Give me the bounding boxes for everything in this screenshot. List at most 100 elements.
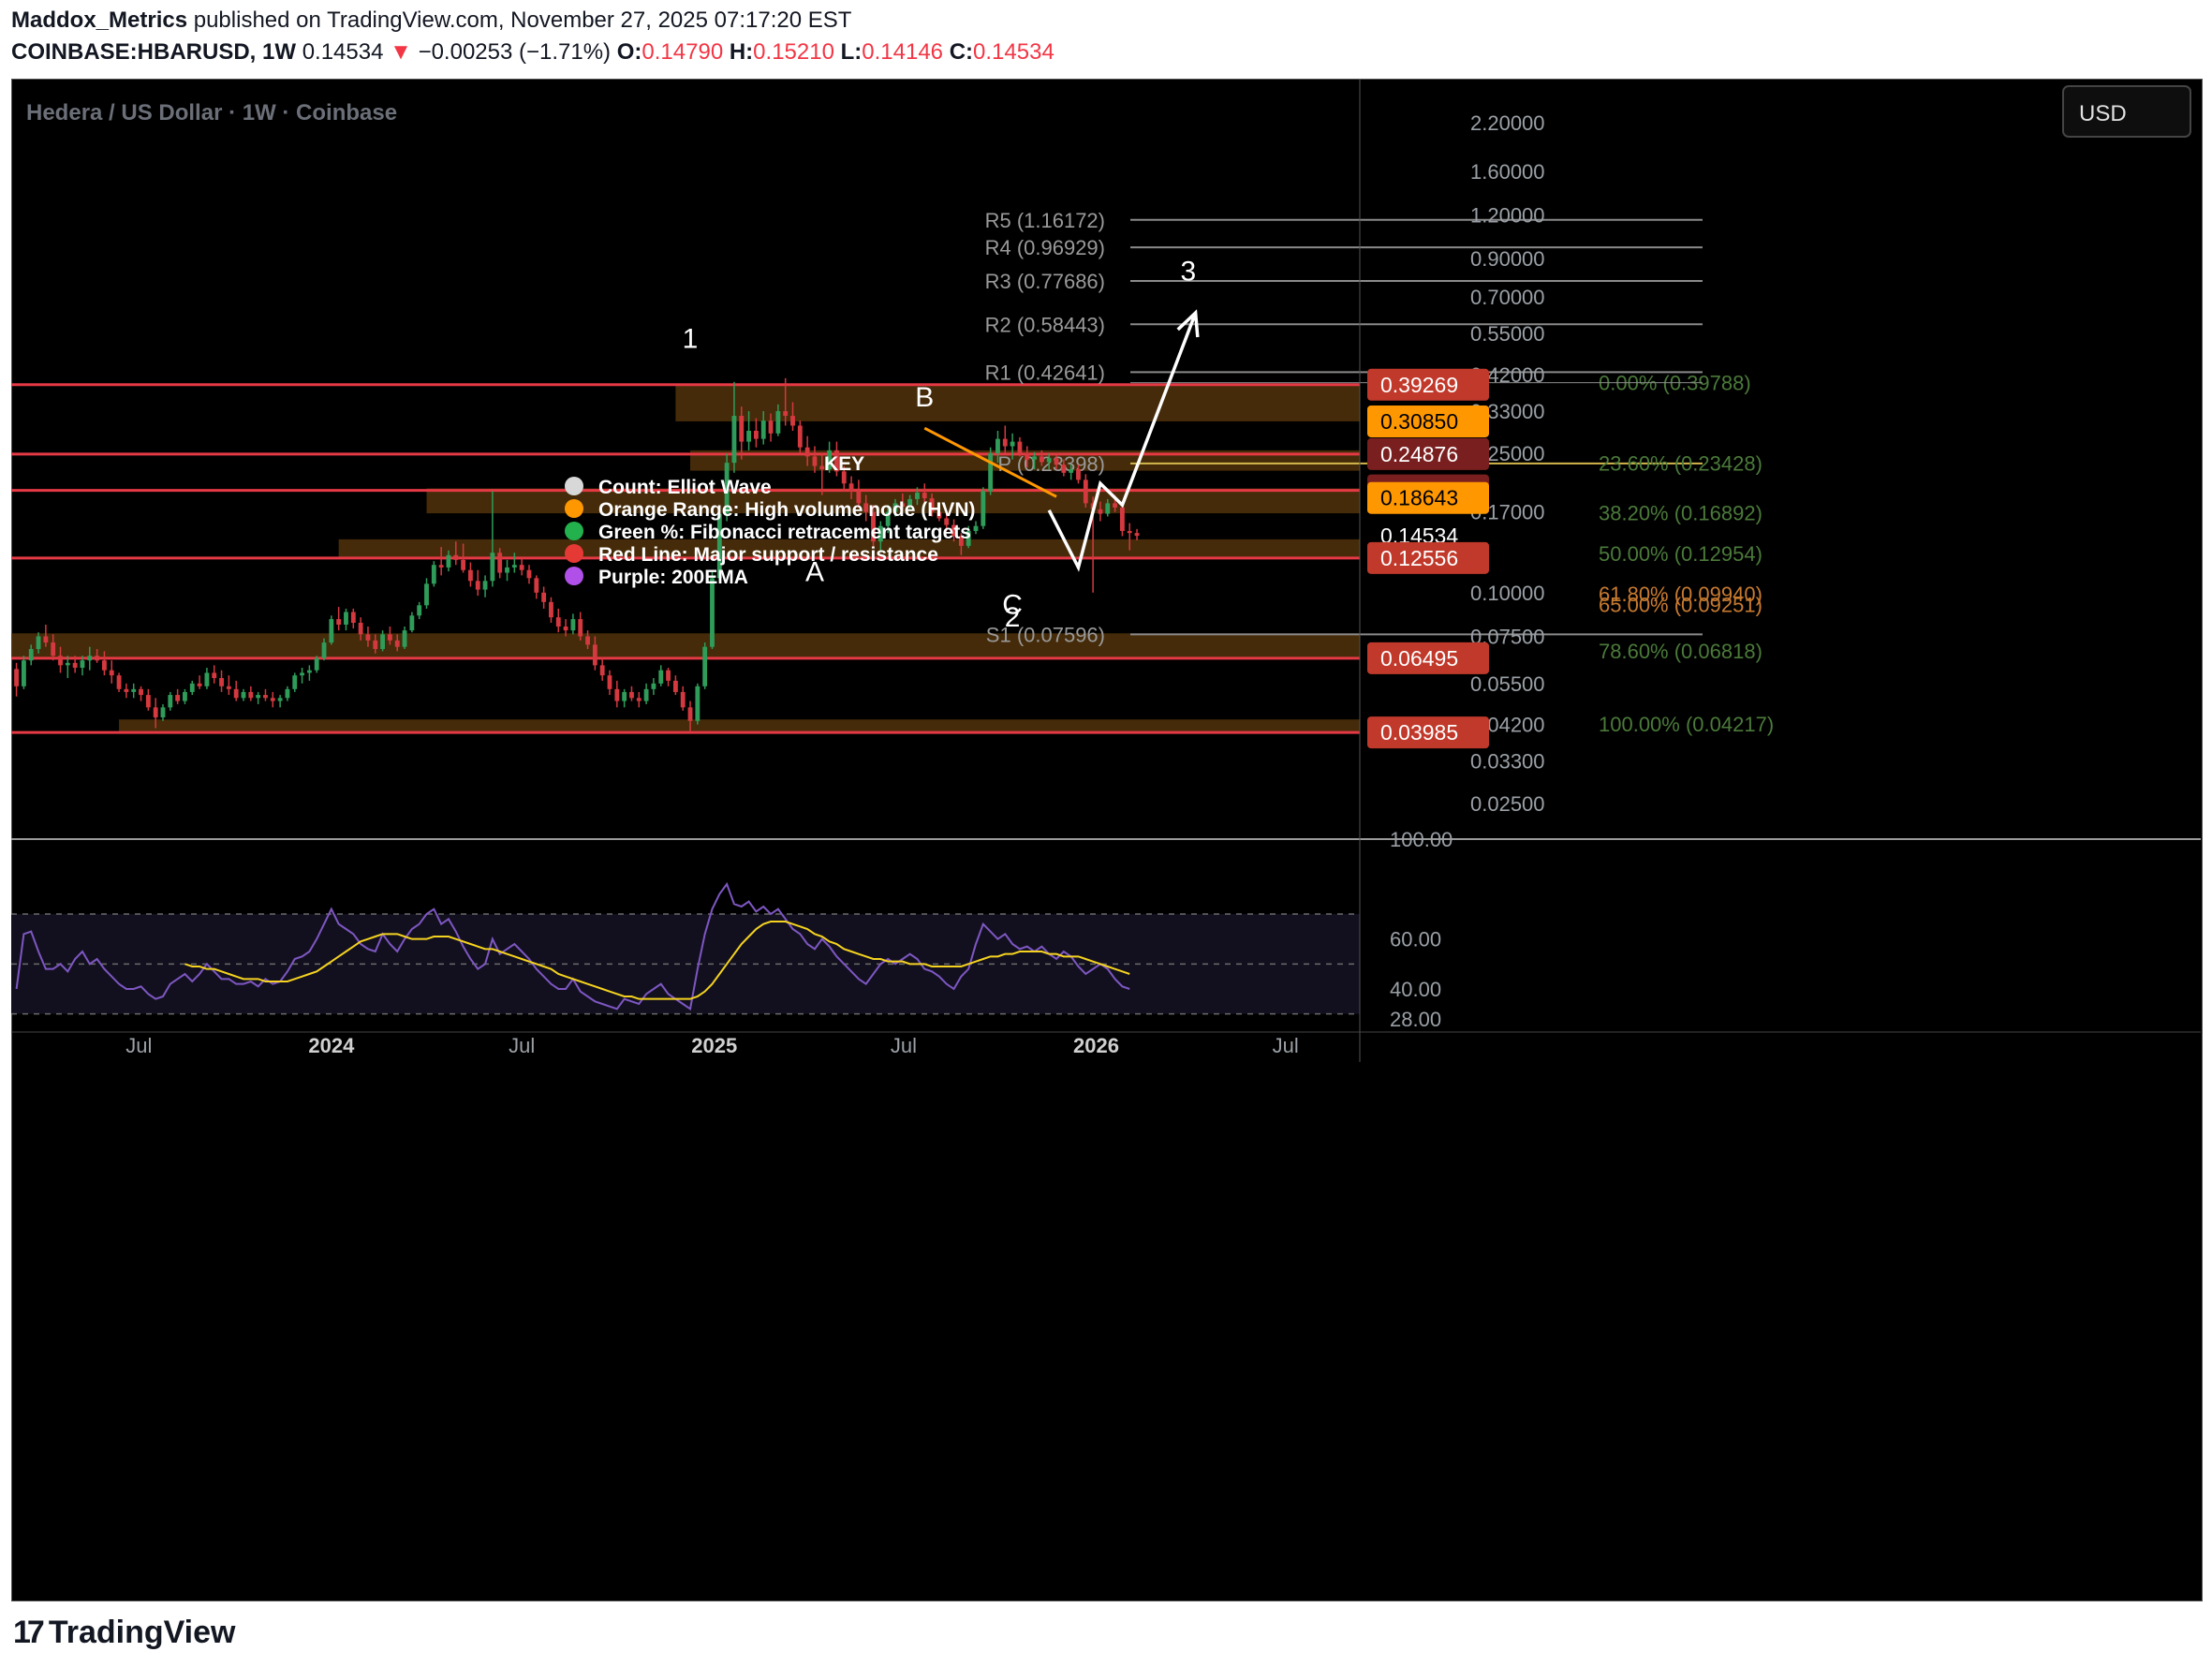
candle-body [116,675,122,689]
candle-body [424,583,429,606]
candle-body [292,675,298,689]
candle-body [856,491,862,504]
candle-body [797,425,803,448]
candle-body [944,518,950,525]
candle-body [160,707,166,718]
low-label: L: [840,39,863,65]
currency-label: USD [2079,101,2127,126]
hvn-zone [119,719,1361,733]
candle-body [402,630,407,647]
candle-body [1098,509,1103,514]
pivot-label: R3 (0.77686) [985,270,1105,293]
chart-key: KEY Count: Elliot Wave Orange Range: Hig… [565,453,976,588]
candle-body [716,513,722,579]
fib-label: 65.00% (0.09251) [1599,593,1762,616]
price-badge [1367,642,1489,674]
candle-body [145,695,151,708]
candle-body [175,695,181,701]
key-item: Red Line: Major support / resistance [598,544,938,566]
time-tick-label: 2025 [691,1034,737,1057]
candle-body [14,669,20,686]
projection-path [1047,312,1198,572]
candle-body [599,665,605,676]
candle-body [306,670,312,673]
candles [14,377,1140,732]
price-badge-label: 0.18643 [1380,486,1458,510]
support-resistance-lines [11,383,1360,734]
author-name[interactable]: Maddox_Metrics [11,7,188,33]
time-tick-label: 2026 [1073,1034,1119,1057]
candle-body [365,634,371,641]
candle-body [966,530,971,546]
candle-body [951,524,956,537]
candle-body [468,569,473,582]
price-axis: 2.20000 1.60000 1.20000 0.90000 0.70000 0.550… [1359,79,1545,1062]
candle-body [321,642,327,658]
wave-label: 3 [1180,256,1196,287]
candle-body [768,420,774,434]
arrow-head-icon [1176,309,1200,338]
candle-body [760,420,766,439]
time-tick-label: Jul [891,1034,917,1057]
candle-body [197,683,202,686]
wave-label: 2 [1005,602,1021,633]
currency-button[interactable] [2062,85,2191,138]
candle-body [21,660,26,686]
candle-body [505,567,509,573]
candle-body [263,695,268,699]
fib-label: 78.60% (0.06818) [1599,640,1762,663]
candle-body [834,450,839,472]
candle-body [1061,465,1067,473]
candle-body [981,491,986,526]
candle-body [995,438,1000,454]
candle-body [929,498,935,512]
candle-body [922,493,927,499]
pivot-label: R5 (1.16172) [985,209,1105,232]
candle-body [233,688,239,699]
price-change: −0.00253 (−1.71%) [418,39,612,65]
candle-body [819,465,825,470]
price-badge-label: 0.03985 [1380,720,1458,745]
time-tick-label: 2024 [308,1034,355,1057]
price-badge [1367,541,1489,574]
candle-body [666,670,671,681]
candle-body [848,483,854,492]
candle-body [453,554,459,560]
candle-body [80,660,85,669]
price-badge-label: 0.30850 [1380,409,1458,434]
candle-body [578,619,583,637]
candle-body [1076,469,1081,480]
candle-body [212,672,217,679]
candle-body [804,447,810,457]
candle-body [219,678,224,686]
price-tick-label: 0.02500 [1470,792,1545,816]
candle-body [87,656,93,661]
open-label: O: [616,39,642,65]
candle-body [95,656,100,661]
candle-body [373,640,378,650]
candle-body [702,646,708,686]
candle-body [1002,438,1008,447]
rsi-tick-label: 28.00 [1390,1008,1441,1031]
rsi-pane: 100.00 60.00 40.00 28.00 [11,828,2201,1031]
candle-body [900,503,906,508]
candle-body [629,691,634,699]
close-label: C: [949,39,974,65]
fib-label: 23.60% (0.23428) [1599,452,1762,476]
time-tick-label: Jul [1273,1034,1299,1057]
chart-canvas[interactable]: R5 (1.16172) R4 (0.96929) R3 (0.77686) R2 (… [11,79,2201,1600]
rsi-ma-line [184,921,1130,1000]
footer-brand[interactable]: 17 TradingView [13,1615,235,1651]
candle-body [710,578,715,647]
candle-body [1054,458,1059,465]
price-tick-label: 1.60000 [1470,160,1545,184]
candle-body [189,683,195,692]
candle-body [139,688,143,696]
candle-body [183,691,187,701]
pivot-label: R4 (0.96929) [985,236,1105,259]
candle-body [109,670,114,676]
candle-body [511,565,517,568]
candle-body [241,691,246,699]
price-tick-label: 0.03300 [1470,750,1545,774]
down-arrow-icon: ▼ [390,39,412,65]
